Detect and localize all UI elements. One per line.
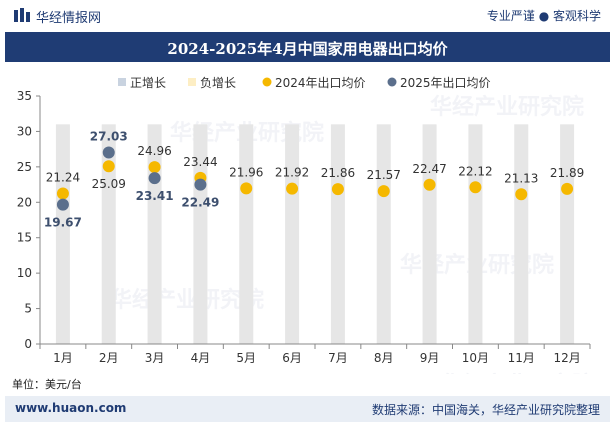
point-2024 <box>148 161 161 174</box>
legend-swatch <box>118 78 126 86</box>
y-tick-label: 35 <box>17 89 32 103</box>
data-label-2024: 22.12 <box>458 164 492 178</box>
x-tick-label: 8月 <box>374 351 394 365</box>
data-label-2024: 24.96 <box>137 144 171 158</box>
watermark-text: 华经产业研究院 <box>110 287 264 313</box>
x-tick-label: 9月 <box>420 351 440 365</box>
bar-layer <box>55 124 575 344</box>
chart: 华经产业研究院华经产业研究院华经产业研究院华经产业研究院华经产业研究院 正增长负… <box>17 76 594 374</box>
legend-label: 负增长 <box>200 76 236 90</box>
legend-label: 2025年出口均价 <box>400 76 491 90</box>
x-tick-label: 4月 <box>191 351 211 365</box>
point-2024 <box>561 182 574 195</box>
data-label-2024: 21.86 <box>321 166 355 180</box>
watermark-text: 华经产业研究院 <box>430 94 584 120</box>
data-label-2024: 21.96 <box>229 165 263 179</box>
y-tick-label: 10 <box>17 266 32 280</box>
x-tick-label: 10月 <box>462 351 489 365</box>
x-tick-label: 6月 <box>282 351 302 365</box>
data-label-2024: 21.92 <box>275 166 309 180</box>
point-2024 <box>469 181 482 194</box>
point-2025 <box>56 198 69 211</box>
x-tick-label: 12月 <box>553 351 580 365</box>
y-tick-label: 25 <box>17 160 32 174</box>
x-tick-label: 3月 <box>145 351 165 365</box>
data-label-2025: 22.49 <box>181 196 219 210</box>
point-2024 <box>102 160 115 173</box>
data-label-2024: 21.13 <box>504 171 538 185</box>
data-label-2024: 25.09 <box>92 177 126 191</box>
website-link[interactable]: www.huaon.com <box>15 401 127 415</box>
logo-icon <box>14 8 30 22</box>
y-axis: 0 5 10 15 20 25 30 35 <box>17 89 41 351</box>
y-tick-label: 15 <box>17 231 32 245</box>
data-label-2024: 21.24 <box>46 170 80 184</box>
point-2024 <box>377 185 390 198</box>
data-label-2024: 22.47 <box>412 162 446 176</box>
x-tick-label: 5月 <box>236 351 256 365</box>
background-bar <box>285 124 300 344</box>
data-label-2024: 21.89 <box>550 166 584 180</box>
legend: 正增长 负增长 2024年出口均价 2025年出口均价 <box>118 76 491 90</box>
background-bar <box>560 124 575 344</box>
x-tick-label: 2月 <box>99 351 119 365</box>
data-label-2025: 27.03 <box>90 129 128 143</box>
legend-label: 2024年出口均价 <box>275 76 366 90</box>
data-label-2024: 21.57 <box>367 168 401 182</box>
point-2025 <box>102 146 115 159</box>
point-2024 <box>423 178 436 191</box>
background-bar <box>101 124 116 344</box>
legend-swatch <box>262 77 272 87</box>
y-tick-label: 20 <box>17 195 32 209</box>
legend-swatch <box>188 78 196 86</box>
point-2025 <box>194 178 207 191</box>
point-2024 <box>331 183 344 196</box>
background-bar <box>55 124 70 344</box>
legend-label: 正增长 <box>130 76 166 90</box>
x-tick-label: 7月 <box>328 351 348 365</box>
legend-swatch <box>387 77 397 87</box>
chart-title: 2024-2025年4月中国家用电器出口均价 <box>167 40 448 58</box>
background-bar <box>239 124 254 344</box>
point-2024 <box>515 188 528 201</box>
data-label-2024: 23.44 <box>183 155 217 169</box>
point-2024 <box>286 182 299 195</box>
data-label-2025: 19.67 <box>44 216 82 230</box>
background-bar <box>514 124 529 344</box>
brand-name: 华经情报网 <box>36 11 102 26</box>
background-bar <box>330 124 345 344</box>
y-tick-label: 30 <box>17 124 32 138</box>
point-2025 <box>148 172 161 185</box>
watermark-text: 华经产业研究院 <box>440 372 594 374</box>
background-bar <box>376 124 391 344</box>
background-bar <box>468 124 483 344</box>
data-source: 数据来源：中国海关，华经产业研究院整理 <box>371 403 600 417</box>
data-label-2025: 23.41 <box>136 189 174 203</box>
top-bar: 华经情报网 专业严谨 ● 客观科学 <box>0 0 615 30</box>
unit-label: 单位：美元/台 <box>12 378 82 391</box>
background-bar <box>422 124 437 344</box>
x-tick-label: 1月 <box>53 351 73 365</box>
point-2024 <box>56 187 69 200</box>
x-tick-label: 11月 <box>508 351 535 365</box>
title-bar: 2024-2025年4月中国家用电器出口均价 <box>5 32 610 62</box>
tagline: 专业严谨 ● 客观科学 <box>486 9 601 23</box>
footer: www.huaon.com 数据来源：中国海关，华经产业研究院整理 <box>5 396 610 422</box>
x-axis: 1月 2月 3月 4月 5月 6月 7月 8月 9月 10月 11月 12月 <box>39 343 591 365</box>
y-tick-label: 5 <box>24 302 32 316</box>
point-layer: 21.24 25.09 24.96 23.44 21.96 21.92 21.86 21.57… <box>44 129 584 229</box>
point-2024 <box>240 182 253 195</box>
y-tick-label: 0 <box>24 337 32 351</box>
